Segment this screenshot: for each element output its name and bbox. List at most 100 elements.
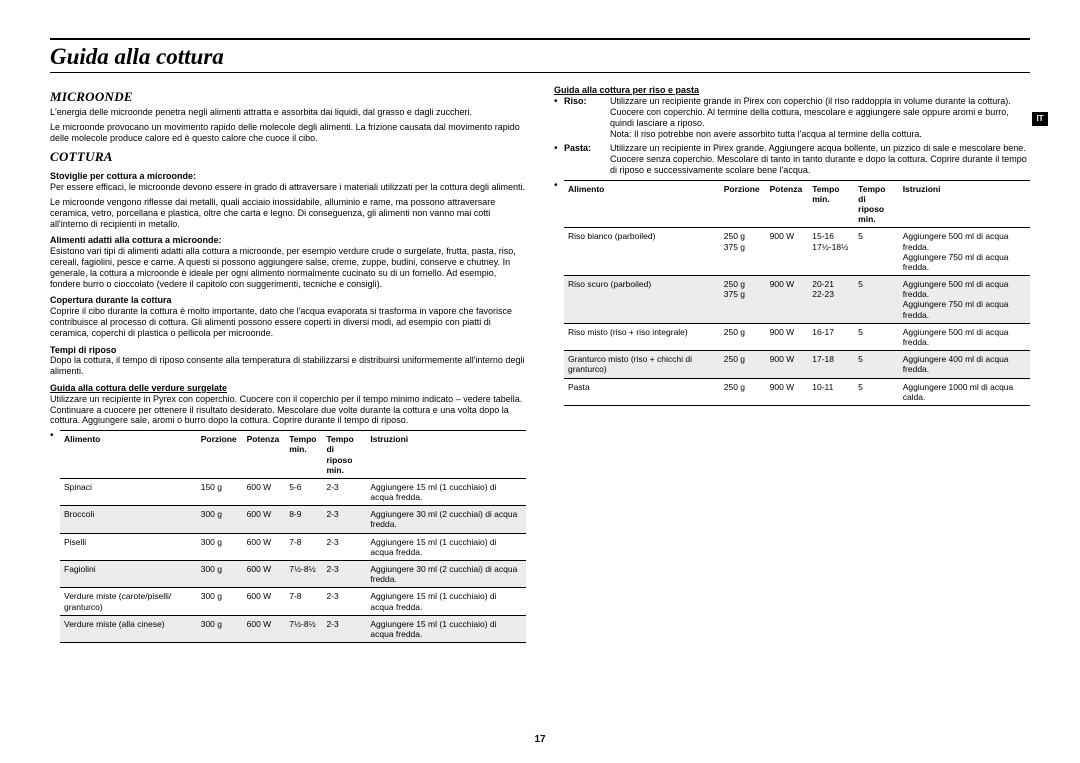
table-row: Riso scuro (parboiled)250 g 375 g900 W20…	[564, 276, 1030, 324]
table-header: Tempo di riposomin.	[322, 431, 366, 479]
table-cell: Aggiungere 15 ml (1 cucchiaio) di acqua …	[366, 615, 526, 642]
table-header: Potenza	[766, 180, 809, 228]
table-cell: 7-8	[285, 533, 322, 560]
table-header: Tempo di riposomin.	[854, 180, 899, 228]
riso-body: Utilizzare un recipiente grande in Pirex…	[610, 96, 1030, 140]
riso-label: Riso:	[564, 96, 610, 140]
microonde-heading: Microonde	[50, 89, 526, 105]
table-cell: 5	[854, 323, 899, 350]
table-cell: 900 W	[766, 351, 809, 378]
table-cell: Pasta	[564, 378, 720, 405]
cottura-heading: Cottura	[50, 149, 526, 165]
table-header: Potenza	[243, 431, 286, 479]
language-tab: IT	[1032, 112, 1048, 126]
table-cell: 250 g	[720, 323, 766, 350]
table-cell: Granturco misto (riso + chicchi di grant…	[564, 351, 720, 378]
table-row: Piselli300 g600 W7-82-3Aggiungere 15 ml …	[60, 533, 526, 560]
table-cell: Verdure miste (alla cinese)	[60, 615, 197, 642]
table-cell: 250 g	[720, 351, 766, 378]
table-cell: 17-18	[808, 351, 854, 378]
table-cell: 300 g	[197, 588, 243, 615]
table-cell: 900 W	[766, 276, 809, 324]
table-cell: 2-3	[322, 478, 366, 505]
table-cell: 150 g	[197, 478, 243, 505]
tempi-p: Dopo la cottura, il tempo di riposo cons…	[50, 355, 526, 377]
table-row: Broccoli300 g600 W8-92-3Aggiungere 30 ml…	[60, 506, 526, 533]
table-cell: 2-3	[322, 533, 366, 560]
table-cell: 300 g	[197, 506, 243, 533]
table-cell: 600 W	[243, 561, 286, 588]
table-header: Alimento	[60, 431, 197, 479]
copertura-heading: Copertura durante la cottura	[50, 295, 526, 306]
table-row: Riso misto (riso + riso integrale)250 g9…	[564, 323, 1030, 350]
table-header: Tempomin.	[285, 431, 322, 479]
page-number: 17	[0, 734, 1080, 745]
table-cell: 600 W	[243, 615, 286, 642]
table-row: Verdure miste (carote/piselli/ granturco…	[60, 588, 526, 615]
riso-def: Riso: Utilizzare un recipiente grande in…	[554, 96, 1030, 140]
table-header: Istruzioni	[899, 180, 1030, 228]
table-cell: 300 g	[197, 561, 243, 588]
table-cell: Riso bianco (parboiled)	[564, 228, 720, 276]
table-cell: 250 g 375 g	[720, 276, 766, 324]
verdure-p: Utilizzare un recipiente in Pyrex con co…	[50, 394, 526, 426]
table-cell: Aggiungere 30 ml (2 cucchiai) di acqua f…	[366, 506, 526, 533]
table-cell: 600 W	[243, 506, 286, 533]
table-cell: Broccoli	[60, 506, 197, 533]
left-column: Microonde L'energia delle microonde pene…	[50, 83, 526, 643]
copertura-p: Coprire il cibo durante la cottura è mol…	[50, 306, 526, 338]
table-cell: 900 W	[766, 323, 809, 350]
alimenti-p: Esistono vari tipi di alimenti adatti al…	[50, 246, 526, 289]
rice-table: AlimentoPorzionePotenzaTempomin.Tempo di…	[564, 180, 1030, 406]
table-cell: Aggiungere 500 ml di acqua fredda.	[899, 323, 1030, 350]
table-header: Porzione	[720, 180, 766, 228]
verdure-heading: Guida alla cottura delle verdure surgela…	[50, 383, 526, 394]
table-cell: 900 W	[766, 228, 809, 276]
table-cell: 250 g	[720, 378, 766, 405]
table-cell: 600 W	[243, 478, 286, 505]
rice-table-wrap: AlimentoPorzionePotenzaTempomin.Tempo di…	[554, 180, 1030, 406]
table-header: Tempomin.	[808, 180, 854, 228]
table-row: Riso bianco (parboiled)250 g 375 g900 W1…	[564, 228, 1030, 276]
table-cell: 250 g 375 g	[720, 228, 766, 276]
table-header: Alimento	[564, 180, 720, 228]
table-cell: 5	[854, 351, 899, 378]
stoviglie-p1: Per essere efficaci, le microonde devono…	[50, 182, 526, 193]
table-cell: Fagiolini	[60, 561, 197, 588]
table-cell: 2-3	[322, 588, 366, 615]
table-cell: 2-3	[322, 506, 366, 533]
rule-top	[50, 38, 1030, 40]
table-cell: Riso scuro (parboiled)	[564, 276, 720, 324]
table-cell: 300 g	[197, 615, 243, 642]
table-cell: Aggiungere 500 ml di acqua fredda. Aggiu…	[899, 228, 1030, 276]
table-cell: Spinaci	[60, 478, 197, 505]
table-header: Istruzioni	[366, 431, 526, 479]
table-row: Spinaci150 g600 W5-62-3Aggiungere 15 ml …	[60, 478, 526, 505]
table-cell: 5	[854, 378, 899, 405]
table-cell: Aggiungere 1000 ml di acqua calda.	[899, 378, 1030, 405]
table-cell: 20-21 22-23	[808, 276, 854, 324]
stoviglie-p2: Le microonde vengono riflesse dai metall…	[50, 197, 526, 229]
pasta-label: Pasta:	[564, 143, 610, 176]
table-cell: 7½-8½	[285, 561, 322, 588]
table-cell: Aggiungere 15 ml (1 cucchiaio) di acqua …	[366, 533, 526, 560]
table-cell: 300 g	[197, 533, 243, 560]
table-cell: 2-3	[322, 615, 366, 642]
table-cell: Aggiungere 15 ml (1 cucchiaio) di acqua …	[366, 478, 526, 505]
table-cell: 600 W	[243, 588, 286, 615]
table-row: Granturco misto (riso + chicchi di grant…	[564, 351, 1030, 378]
table-cell: 5-6	[285, 478, 322, 505]
table-cell: Aggiungere 400 ml di acqua fredda.	[899, 351, 1030, 378]
table-cell: Piselli	[60, 533, 197, 560]
rule-under	[50, 72, 1030, 73]
pasta-body: Utilizzare un recipiente in Pirex grande…	[610, 143, 1030, 176]
content-columns: Microonde L'energia delle microonde pene…	[50, 83, 1030, 643]
veg-table: AlimentoPorzionePotenzaTempomin.Tempo di…	[60, 430, 526, 643]
table-cell: Verdure miste (carote/piselli/ granturco…	[60, 588, 197, 615]
table-cell: 10-11	[808, 378, 854, 405]
table-row: Fagiolini300 g600 W7½-8½2-3Aggiungere 30…	[60, 561, 526, 588]
alimenti-heading: Alimenti adatti alla cottura a microonde…	[50, 235, 526, 246]
microonde-p2: Le microonde provocano un movimento rapi…	[50, 122, 526, 144]
table-cell: Aggiungere 30 ml (2 cucchiai) di acqua f…	[366, 561, 526, 588]
table-row: Pasta250 g900 W10-115Aggiungere 1000 ml …	[564, 378, 1030, 405]
